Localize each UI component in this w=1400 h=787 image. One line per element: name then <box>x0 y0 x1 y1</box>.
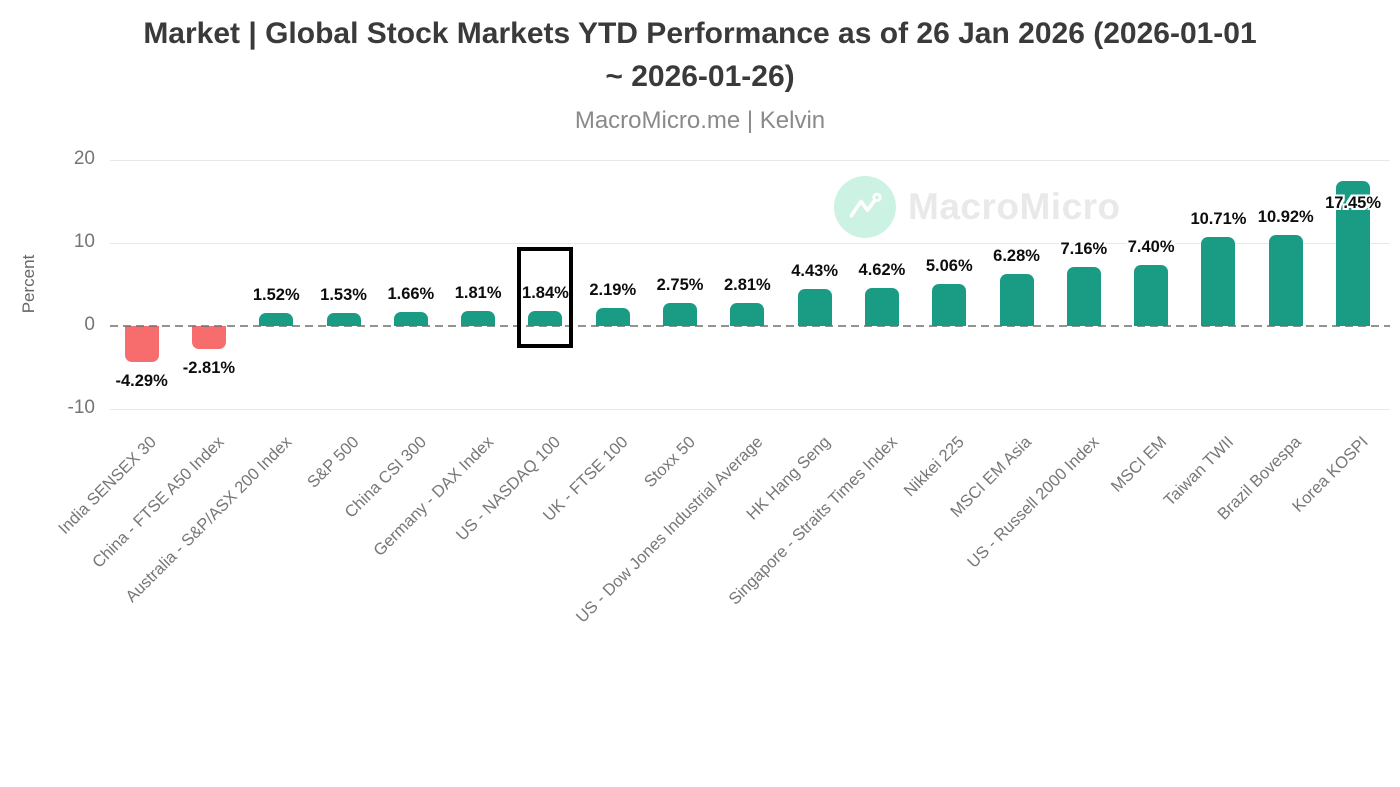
watermark: MacroMicro <box>834 176 1121 238</box>
value-label-stoxx-50: 2.75% <box>656 276 704 295</box>
value-label-china-csi-300: 1.66% <box>387 285 435 304</box>
y-tick-0: 0 <box>84 314 95 335</box>
gridline-10 <box>110 243 1390 244</box>
bar-uk-ftse-100[interactable] <box>595 307 630 326</box>
y-tick-10: 10 <box>73 231 95 252</box>
watermark-brand-text: MacroMicro <box>908 186 1121 227</box>
value-label-uk-ftse-100: 2.19% <box>589 280 637 299</box>
gridline-0-dashed <box>110 325 1390 327</box>
chart-title-line1: Market | Global Stock Markets YTD Perfor… <box>143 17 1257 50</box>
y-tick--10: -10 <box>67 397 95 418</box>
value-label-s-p-500: 1.53% <box>320 286 367 305</box>
value-label-korea-kospi: 17.45% <box>1325 194 1382 213</box>
bar-australia-s-p-asx-200-index[interactable] <box>259 313 294 326</box>
bar-hk-hang-seng[interactable] <box>797 289 832 326</box>
bar-msci-em[interactable] <box>1134 264 1169 326</box>
value-label-india-sensex-30: -4.29% <box>115 371 168 390</box>
bar-us-russell-2000-index[interactable] <box>1066 266 1101 326</box>
chart-title-line2: ~ 2026-01-26) <box>605 60 795 93</box>
bar-korea-kospi[interactable] <box>1336 181 1371 326</box>
bar-germany-dax-index[interactable] <box>461 310 496 326</box>
bar-us-dow-jones-industrial-average[interactable] <box>730 302 765 326</box>
chart-subtitle: MacroMicro.me | Kelvin <box>574 107 826 134</box>
value-label-us-nasdaq-100: 1.84% <box>522 283 569 302</box>
value-label-taiwan-twii: 10.71% <box>1190 210 1247 229</box>
value-label-china-ftse-a50-index: -2.81% <box>182 359 236 378</box>
macromicro-logo-icon <box>834 176 896 238</box>
value-label-hk-hang-seng: 4.43% <box>791 262 839 281</box>
value-label-australia-s-p-asx-200-index: 1.52% <box>252 286 300 305</box>
value-label-us-russell-2000-index: 7.16% <box>1060 239 1108 258</box>
bar-us-nasdaq-100[interactable] <box>528 310 563 326</box>
highlight-box-us-nasdaq-100 <box>517 247 574 348</box>
x-label-stoxx-50: Stoxx 50 <box>640 433 699 492</box>
value-label-us-dow-jones-industrial-average: 2.81% <box>723 275 771 294</box>
x-label-us-russell-2000-index: US - Russell 2000 Index <box>964 433 1103 572</box>
x-label-s-p-500: S&P 500 <box>303 433 363 492</box>
value-label-singapore-straits-times-index: 4.62% <box>858 260 906 279</box>
x-label-china-ftse-a50-index: China - FTSE A50 Index <box>89 433 228 572</box>
bar-india-sensex-30[interactable] <box>124 326 159 362</box>
value-label-germany-dax-index: 1.81% <box>454 283 502 302</box>
x-label-nikkei-225: Nikkei 225 <box>900 433 968 501</box>
bar-stoxx-50[interactable] <box>663 303 698 326</box>
x-label-msci-em: MSCI EM <box>1107 433 1170 496</box>
gridline--10 <box>110 409 1390 410</box>
bar-china-csi-300[interactable] <box>393 312 428 326</box>
y-tick-20: 20 <box>73 148 95 169</box>
bar-msci-em-asia[interactable] <box>999 273 1034 326</box>
gridline-20 <box>110 160 1390 161</box>
chart-title: Market | Global Stock Markets YTD Perfor… <box>0 12 1400 98</box>
bar-s-p-500[interactable] <box>326 313 361 326</box>
value-label-msci-em-asia: 6.28% <box>993 246 1040 265</box>
value-label-brazil-bovespa: 10.92% <box>1257 208 1314 227</box>
bar-singapore-straits-times-index[interactable] <box>864 287 899 326</box>
bar-nikkei-225[interactable] <box>932 284 967 326</box>
bar-taiwan-twii[interactable] <box>1201 237 1236 326</box>
bar-china-ftse-a50-index[interactable] <box>191 326 226 350</box>
value-label-msci-em: 7.40% <box>1127 237 1175 256</box>
x-label-germany-dax-index: Germany - DAX Index <box>370 433 497 560</box>
bar-brazil-bovespa[interactable] <box>1268 235 1303 326</box>
value-label-nikkei-225: 5.06% <box>925 257 973 275</box>
